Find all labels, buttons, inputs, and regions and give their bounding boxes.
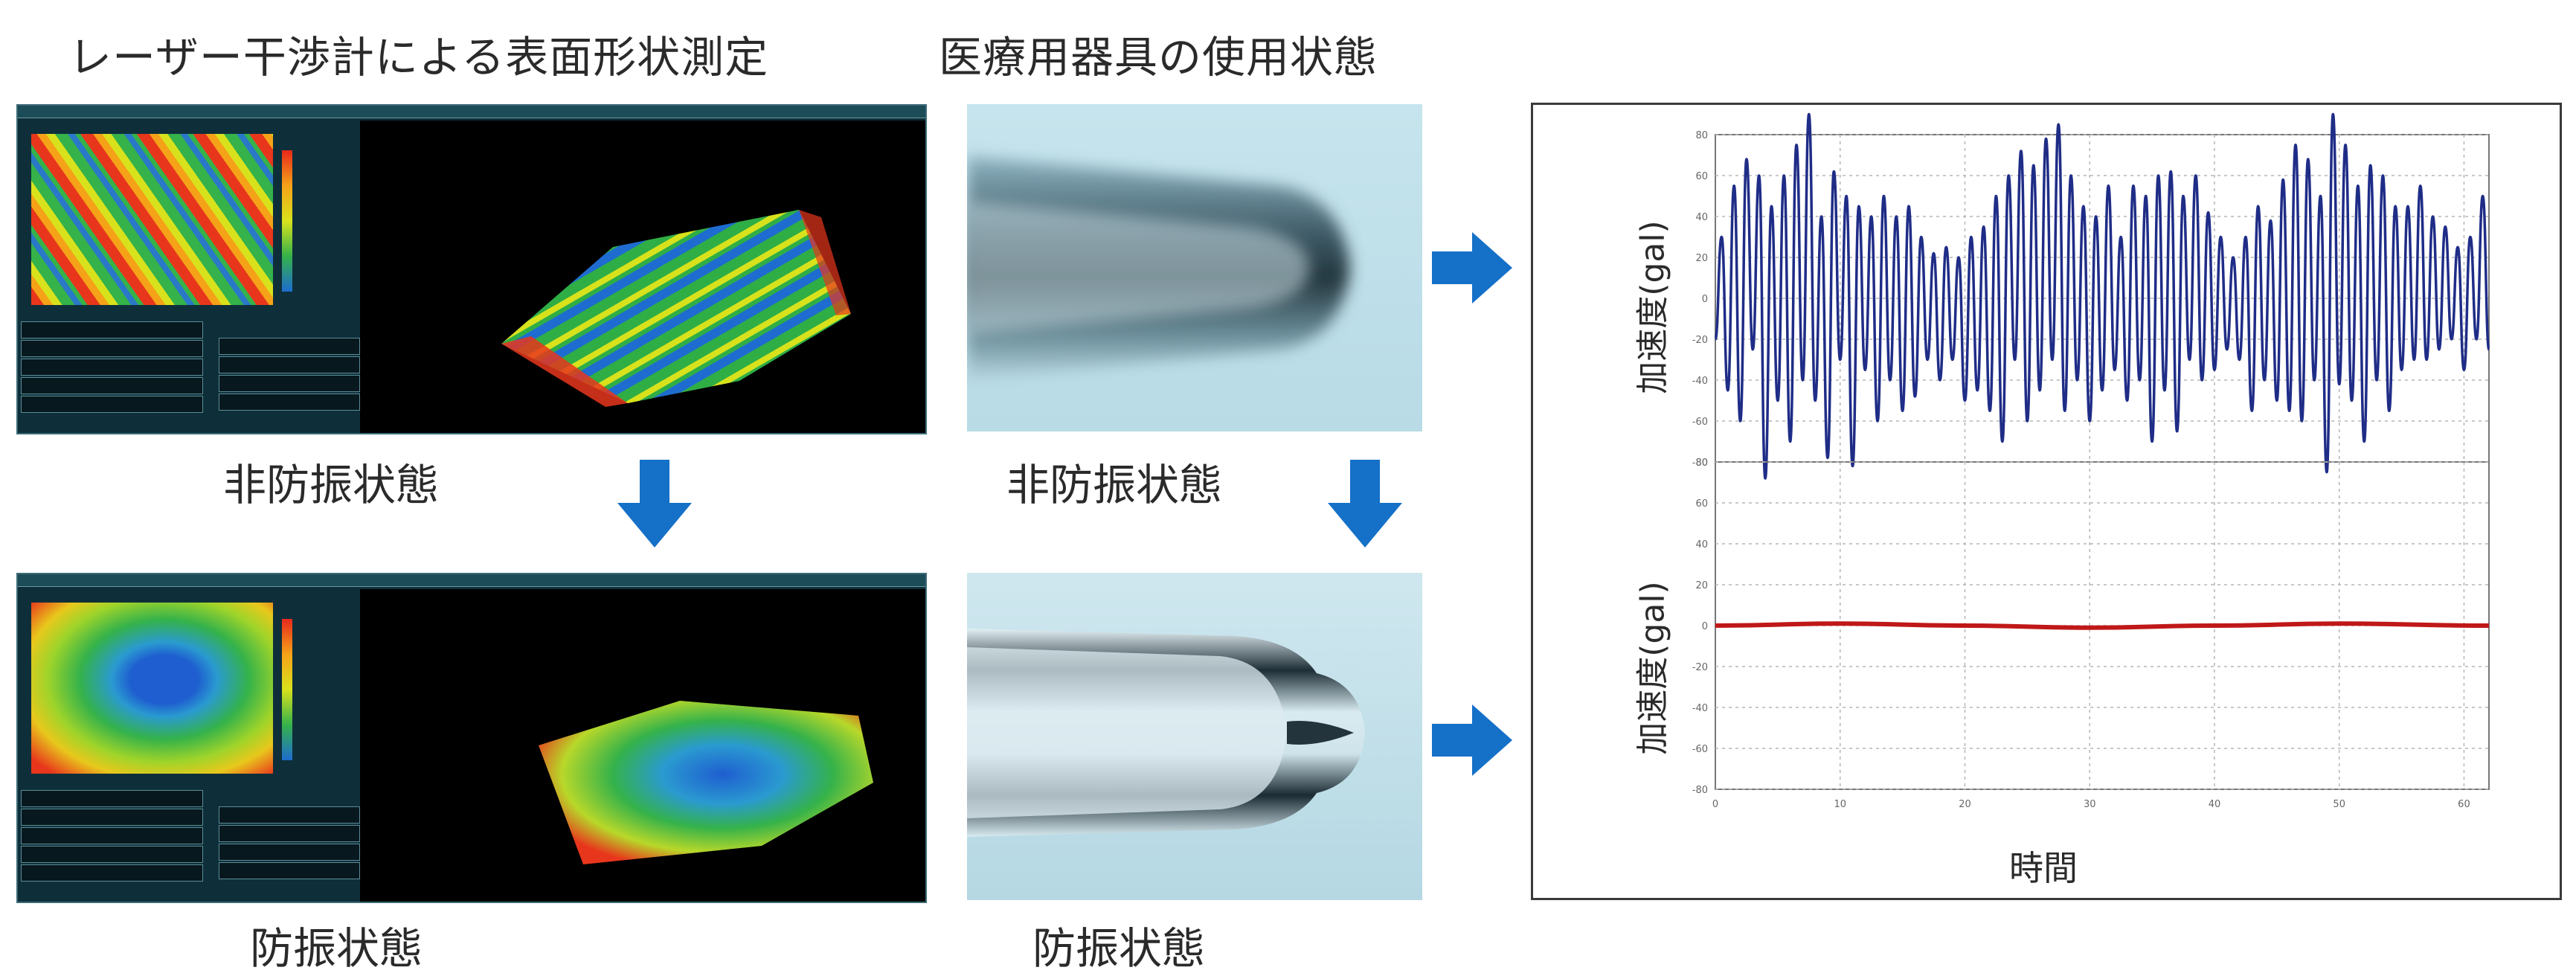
- measurement-table-right: [219, 806, 360, 881]
- surface-3d-model: [360, 589, 925, 902]
- x-tick-label: 50: [2333, 799, 2345, 810]
- x-tick-label: 20: [1959, 799, 1971, 810]
- caption-unisolated-left: 非防振状態: [223, 460, 440, 510]
- down-arrow-icon: [617, 460, 692, 548]
- x-tick-label: 40: [2209, 799, 2221, 810]
- measurement-table-left: [21, 790, 203, 883]
- series-line-isolated: [1715, 621, 2490, 630]
- y-tick-label: 0: [1702, 621, 1708, 632]
- y-tick-label: 40: [1695, 212, 1708, 223]
- y-tick-label: -80: [1692, 458, 1708, 469]
- y-tick-label: 60: [1695, 171, 1708, 182]
- y-tick-label: -60: [1692, 417, 1708, 428]
- y-tick-label: 60: [1695, 498, 1708, 510]
- window-titlebar: [18, 106, 925, 118]
- acceleration-chart-frame: 加速度(gal) 加速度(gal) 80 60 40 20 0 -20 -40 -60 -80 8…: [1531, 103, 2562, 900]
- laser-measurement-heading: レーザー干渉計による表面形状測定: [68, 32, 769, 83]
- y-tick-label: -80: [1692, 785, 1708, 796]
- right-arrow-icon: [1432, 232, 1512, 304]
- filled-plot-2d: [31, 134, 273, 305]
- down-arrow-icon: [1328, 460, 1402, 548]
- x-axis-label: 時間: [2009, 848, 2078, 888]
- y-tick-label: -20: [1692, 662, 1708, 673]
- y-tick-label: 20: [1695, 580, 1708, 591]
- acceleration-chart: 806040200-20-40-60-80806040200-20-40-60-…: [1692, 112, 2490, 810]
- y-tick-label: -40: [1692, 703, 1708, 714]
- y-tick-label: 20: [1695, 253, 1708, 264]
- color-scale-bar: [282, 150, 292, 292]
- x-tick-label: 0: [1712, 799, 1718, 810]
- caption-isolated-left: 防振状態: [250, 923, 423, 974]
- measurement-table-left: [21, 321, 203, 414]
- filled-plot-2d: [31, 603, 273, 774]
- caption-isolated-right: 防振状態: [1032, 923, 1206, 974]
- caption-unisolated-right: 非防振状態: [1006, 460, 1223, 510]
- measurement-table-right: [219, 338, 360, 412]
- window-titlebar: [18, 574, 925, 587]
- x-tick-label: 30: [2084, 799, 2096, 810]
- y-tick-label: -40: [1692, 376, 1708, 387]
- y-tick-label: -60: [1692, 744, 1708, 755]
- color-scale-bar: [282, 619, 292, 760]
- interferometer-screen-unisolated: [16, 104, 927, 434]
- interferometer-screen-isolated: [16, 573, 927, 903]
- x-tick-label: 60: [2458, 799, 2470, 810]
- series-line-unisolated: [1714, 112, 2490, 480]
- y-tick-label: 80: [1695, 130, 1708, 141]
- x-tick-label: 10: [1834, 799, 1846, 810]
- y-tick-label: 0: [1702, 294, 1708, 305]
- instrument-photo-isolated: [967, 573, 1422, 900]
- y-tick-label: 40: [1695, 539, 1708, 550]
- instrument-photo-unisolated: [967, 104, 1422, 431]
- y-tick-label: -20: [1692, 335, 1708, 346]
- medical-device-heading: 医療用器具の使用状態: [939, 32, 1378, 83]
- surface-3d-model: [360, 121, 925, 433]
- y-tick-label: 80: [1695, 458, 1708, 469]
- right-arrow-icon: [1432, 704, 1512, 776]
